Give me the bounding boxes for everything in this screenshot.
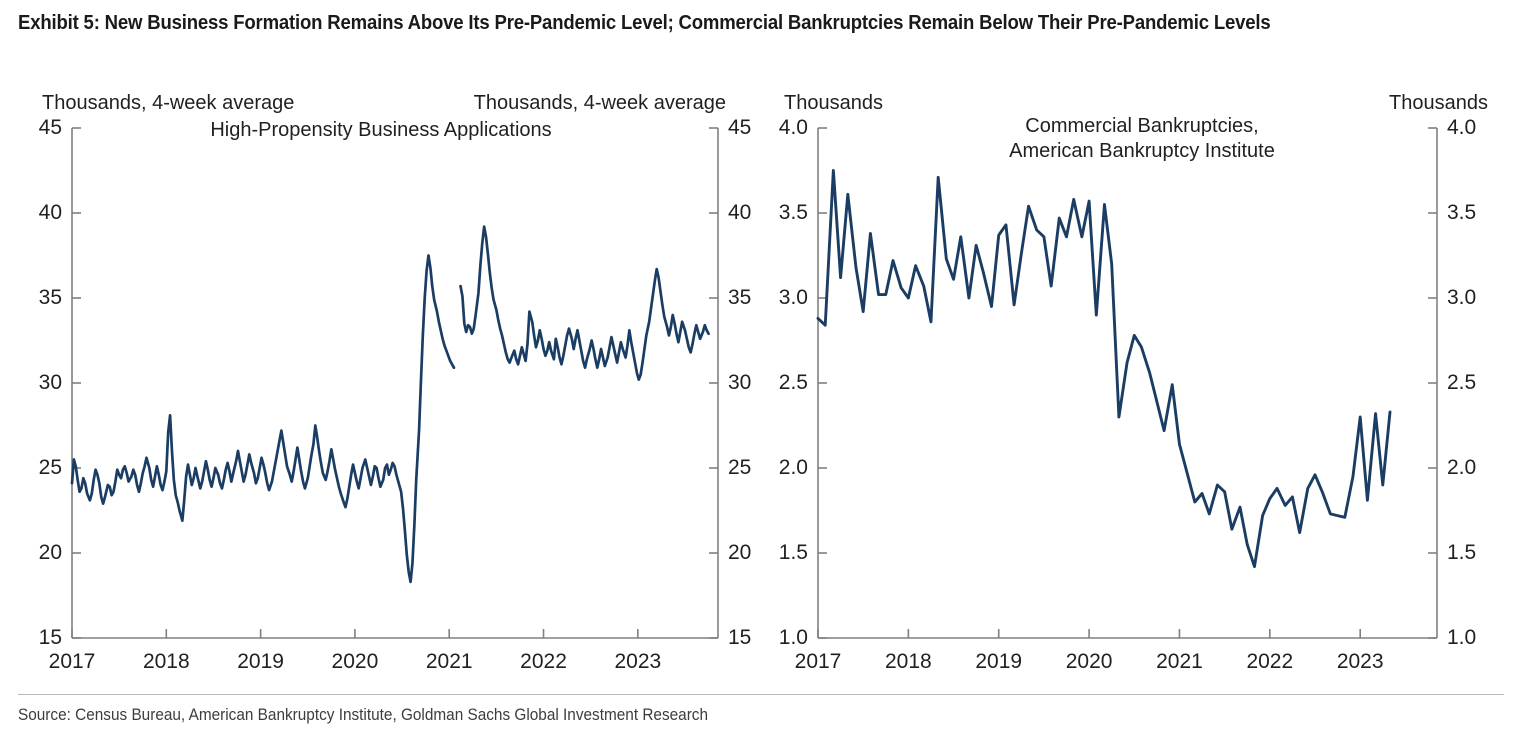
x-axis-label-0: 2017 [794, 650, 842, 673]
y-axis-label-right-1: 20 [728, 541, 752, 564]
y-axis-label-right-0: 15 [728, 626, 752, 649]
y-axis-label-right-5: 40 [728, 201, 752, 224]
charts-container: Thousands, 4-week average Thousands, 4-w… [0, 92, 1522, 673]
y-axis-label-left-5: 40 [38, 201, 62, 224]
y-axis-label-right-2: 2.0 [1447, 456, 1477, 479]
x-axis-label-3: 2020 [1065, 650, 1113, 673]
x-axis-label-1: 2018 [885, 650, 932, 673]
x-axis-label-4: 2021 [425, 650, 473, 673]
y-axis-label-left-2: 25 [38, 456, 62, 479]
y-axis-label-right-0: 1.0 [1447, 626, 1477, 649]
y-axis-label-right-5: 3.5 [1447, 201, 1477, 224]
y-axis-label-right-2: 25 [728, 456, 752, 479]
x-axis-label-2: 2019 [237, 650, 284, 673]
x-axis-label-4: 2021 [1156, 650, 1203, 673]
y-axis-label-right-4: 35 [728, 286, 752, 309]
left-unit-label-left: Thousands, 4-week average [42, 92, 295, 114]
y-axis-label-left-3: 2.5 [778, 371, 808, 394]
y-axis-label-left-0: 1.0 [778, 626, 808, 649]
y-axis-label-left-3: 30 [38, 371, 62, 394]
chart-svg [70, 127, 719, 639]
data-line-0-0 [70, 254, 456, 584]
x-axis-label-0: 2017 [48, 650, 96, 673]
source-note: Source: Census Bureau, American Bankrupt… [18, 706, 709, 724]
source-divider [18, 694, 1504, 695]
y-axis-label-right-6: 45 [728, 116, 752, 139]
right-chart-title-line2: American Bankruptcy Institute [1009, 140, 1275, 162]
y-axis-label-right-6: 4.0 [1447, 116, 1477, 139]
y-axis-label-left-6: 4.0 [778, 116, 808, 139]
left-chart-title: High-Propensity Business Applications [210, 119, 552, 141]
x-axis-label-3: 2020 [331, 650, 379, 673]
left-plot-area: 15 15 20 20 25 25 30 30 35 35 40 40 45 45 2017 2018 2019… [39, 116, 752, 673]
y-axis-label-left-5: 3.5 [778, 201, 808, 224]
x-axis-label-5: 2022 [1246, 650, 1294, 673]
right-unit-label-right: Thousands [1389, 92, 1488, 114]
right-plot-area: 1.0 1.0 1.5 1.5 2.0 2.0 2.5 2.5 3.0 3.0 3.5 3.5 4.0 4… [779, 116, 1476, 673]
y-axis-label-left-2: 2.0 [778, 456, 808, 479]
y-axis-label-right-1: 1.5 [1447, 541, 1477, 564]
y-axis-label-left-1: 1.5 [778, 541, 808, 564]
page-title: Exhibit 5: New Business Formation Remain… [18, 11, 1271, 34]
chart-svg [816, 127, 1438, 639]
x-axis-label-5: 2022 [520, 650, 567, 673]
x-axis-label-6: 2023 [1336, 650, 1384, 673]
right-unit-label-left: Thousands [784, 92, 883, 114]
y-axis-label-left-6: 45 [38, 116, 62, 139]
left-unit-label-right: Thousands, 4-week average [473, 92, 726, 114]
chart-panel-business-applications: Thousands, 4-week average Thousands, 4-w… [0, 92, 762, 673]
y-axis-label-left-0: 15 [38, 626, 62, 649]
y-axis-label-right-3: 30 [728, 371, 752, 394]
y-axis-label-right-3: 2.5 [1447, 371, 1477, 394]
data-line-0-0 [816, 169, 1392, 569]
x-axis-label-6: 2023 [614, 650, 662, 673]
y-axis-label-left-1: 20 [38, 541, 62, 564]
right-chart-title: Commercial Bankruptcies, American Bankru… [762, 114, 1522, 164]
x-axis-label-1: 2018 [142, 650, 190, 673]
x-axis-label-2: 2019 [975, 650, 1023, 673]
y-axis-label-left-4: 3.0 [778, 286, 808, 309]
data-line-0-1 [459, 225, 710, 381]
chart-panel-commercial-bankruptcies: Thousands Thousands Commercial Bankruptc… [762, 92, 1522, 673]
y-axis-label-right-4: 3.0 [1447, 286, 1477, 309]
y-axis-label-left-4: 35 [38, 286, 62, 309]
right-chart-title-line1: Commercial Bankruptcies, [1025, 115, 1259, 137]
